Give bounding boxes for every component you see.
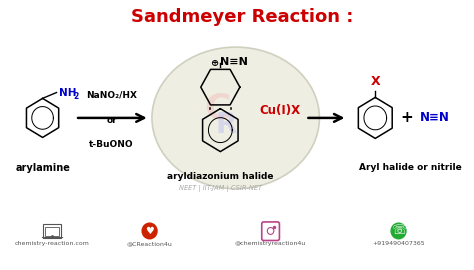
Text: X: X — [371, 75, 380, 88]
Text: C: C — [204, 91, 230, 125]
Text: 2: 2 — [74, 92, 79, 101]
Text: N≡N: N≡N — [220, 57, 248, 67]
Text: Cu(I)X: Cu(I)X — [259, 104, 301, 117]
Text: Sandmeyer Reaction :: Sandmeyer Reaction : — [131, 8, 354, 26]
Text: or: or — [106, 116, 117, 125]
Text: chemistry-reaction.com: chemistry-reaction.com — [14, 241, 89, 247]
Text: arylamine: arylamine — [15, 163, 70, 173]
Text: +: + — [401, 110, 413, 125]
Text: Aryl halide or nitrile: Aryl halide or nitrile — [359, 163, 462, 172]
Text: t-BuONO: t-BuONO — [89, 140, 134, 149]
Circle shape — [391, 223, 406, 239]
Ellipse shape — [152, 47, 319, 189]
Text: NaNO₂/HX: NaNO₂/HX — [86, 90, 137, 99]
Text: ⊕: ⊕ — [210, 58, 218, 68]
Text: NEET | IIT-JAM | CSIR-NET: NEET | IIT-JAM | CSIR-NET — [179, 185, 262, 192]
Text: NH: NH — [59, 87, 76, 97]
Text: ☏: ☏ — [391, 224, 406, 238]
Circle shape — [142, 223, 157, 239]
Text: aryldiazonium halide: aryldiazonium halide — [167, 172, 273, 181]
Text: @chemistryreaction4u: @chemistryreaction4u — [235, 241, 306, 247]
Text: @CReaction4u: @CReaction4u — [127, 241, 173, 247]
Text: ♥: ♥ — [145, 226, 154, 236]
Text: +919490407365: +919490407365 — [372, 241, 425, 247]
Text: R: R — [216, 111, 237, 139]
Text: N≡N: N≡N — [419, 112, 449, 124]
